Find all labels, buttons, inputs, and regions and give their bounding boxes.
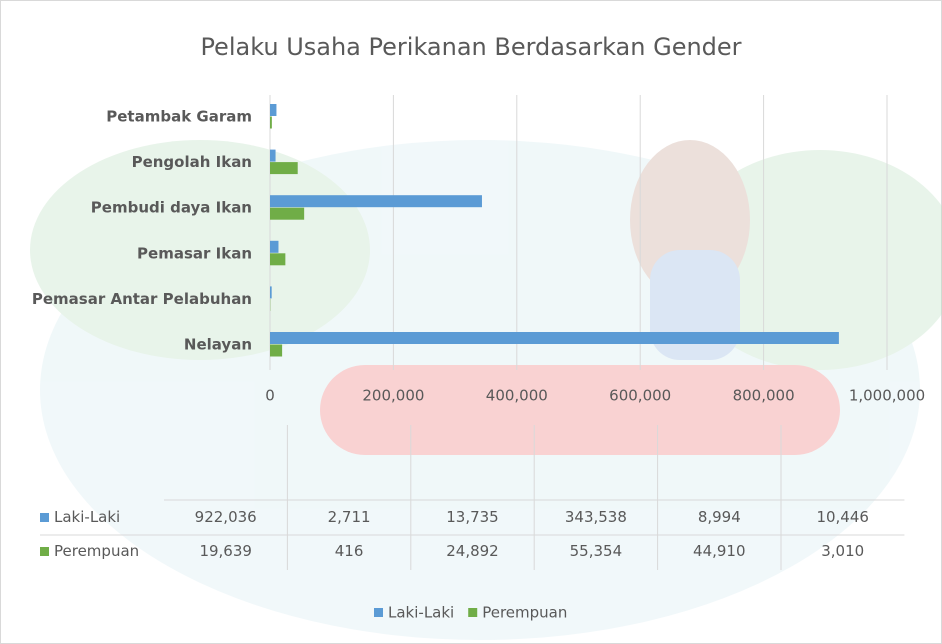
- bar: [270, 195, 482, 207]
- y-tick-label: Pengolah Ikan: [132, 153, 252, 171]
- y-tick-label: Nelayan: [184, 336, 252, 354]
- table-cell: 2,711: [287, 500, 410, 534]
- x-tick-label: 600,000: [609, 387, 671, 405]
- x-tick-label: 800,000: [733, 387, 795, 405]
- table-row-label: Laki-Laki: [40, 500, 165, 534]
- bar: [270, 332, 839, 344]
- table-cell: 44,910: [658, 534, 781, 568]
- bar: [270, 253, 285, 265]
- y-tick-label: Pembudi daya Ikan: [91, 199, 252, 217]
- legend-key: [40, 513, 49, 522]
- bar: [270, 104, 276, 116]
- bar: [270, 208, 304, 220]
- x-tick-label: 400,000: [486, 387, 548, 405]
- table-row-name: Laki-Laki: [54, 507, 120, 528]
- table-cell: 19,639: [164, 534, 287, 568]
- bar: [270, 162, 298, 174]
- legend-swatch: [468, 608, 477, 617]
- bar: [270, 117, 272, 129]
- table-cell: 55,354: [534, 534, 657, 568]
- y-tick-label: Petambak Garam: [106, 108, 252, 126]
- table-cell: 922,036: [164, 500, 287, 534]
- table-cell: 13,735: [411, 500, 534, 534]
- y-tick-label: Pemasar Ikan: [137, 244, 252, 262]
- table-cell: 10,446: [781, 500, 904, 534]
- x-tick-label: 0: [265, 387, 275, 405]
- legend-label: Laki-Laki: [388, 604, 454, 622]
- table-cell: 24,892: [411, 534, 534, 568]
- legend-key: [40, 547, 49, 556]
- y-tick-label: Pemasar Antar Pelabuhan: [32, 290, 252, 308]
- chart-title: Pelaku Usaha Perikanan Berdasarkan Gende…: [200, 33, 741, 61]
- x-tick-label: 200,000: [362, 387, 424, 405]
- legend-swatch: [374, 608, 383, 617]
- table-cell: 8,994: [658, 500, 781, 534]
- bar: [270, 286, 272, 298]
- bar: [270, 241, 278, 253]
- x-tick-label: 1,000,000: [849, 387, 925, 405]
- table-cell: 3,010: [781, 534, 904, 568]
- legend-label: Perempuan: [482, 604, 567, 622]
- table-cell: 343,538: [534, 500, 657, 534]
- table-row-label: Perempuan: [40, 534, 165, 568]
- bar: [270, 150, 276, 162]
- table-cell: 416: [287, 534, 410, 568]
- table-row-name: Perempuan: [54, 541, 139, 562]
- bar: [270, 345, 282, 357]
- chart-page: Pelaku Usaha Perikanan Berdasarkan Gende…: [0, 0, 942, 644]
